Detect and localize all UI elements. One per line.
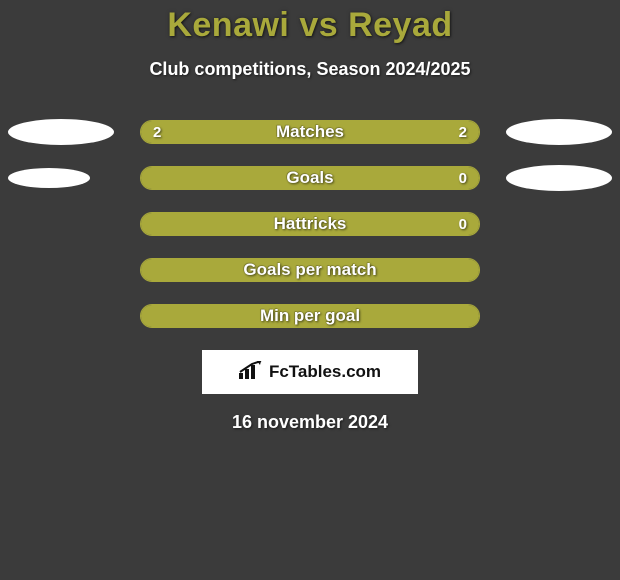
- stat-row: 0 Goals: [0, 166, 620, 190]
- stat-label: Hattricks: [274, 214, 347, 234]
- stat-bar: 2 2 Matches: [140, 120, 480, 144]
- player-right-ellipse: [506, 165, 612, 191]
- stat-value-right: 0: [459, 216, 467, 233]
- source-badge: FcTables.com: [202, 350, 418, 394]
- stat-value-left: 2: [153, 124, 161, 141]
- stat-label: Goals per match: [243, 260, 376, 280]
- source-badge-text: FcTables.com: [269, 362, 381, 382]
- player-left-ellipse: [8, 168, 90, 188]
- stat-label: Goals: [286, 168, 333, 188]
- stat-rows: 2 2 Matches 0 Goals 0 Hattricks Goals per match…: [0, 120, 620, 328]
- stat-row: Goals per match: [0, 258, 620, 282]
- page-subtitle: Club competitions, Season 2024/2025: [0, 59, 620, 80]
- stat-label: Min per goal: [260, 306, 360, 326]
- player-right-ellipse: [506, 119, 612, 145]
- stat-row: 2 2 Matches: [0, 120, 620, 144]
- footer-date: 16 november 2024: [0, 412, 620, 433]
- stat-row: 0 Hattricks: [0, 212, 620, 236]
- page-title: Kenawi vs Reyad: [0, 0, 620, 45]
- stat-label: Matches: [276, 122, 344, 142]
- comparison-infographic: Kenawi vs Reyad Club competitions, Seaso…: [0, 0, 620, 580]
- player-left-ellipse: [8, 119, 114, 145]
- stat-bar: 0 Hattricks: [140, 212, 480, 236]
- stat-value-right: 2: [459, 124, 467, 141]
- chart-icon: [239, 361, 263, 384]
- stat-bar: Goals per match: [140, 258, 480, 282]
- stat-value-right: 0: [459, 170, 467, 187]
- stat-bar: Min per goal: [140, 304, 480, 328]
- stat-row: Min per goal: [0, 304, 620, 328]
- stat-bar: 0 Goals: [140, 166, 480, 190]
